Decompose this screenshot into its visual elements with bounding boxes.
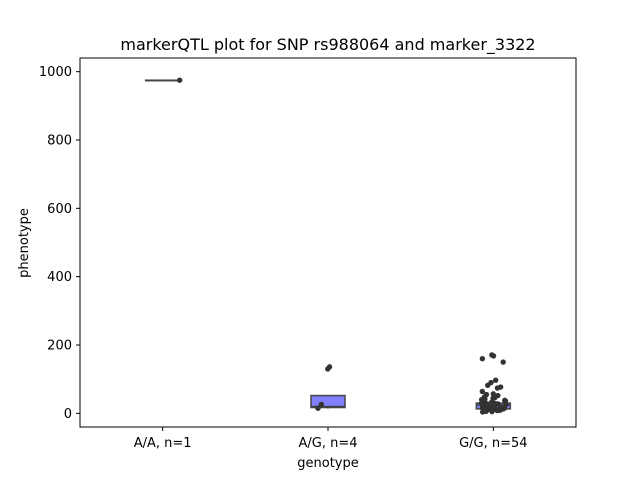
chart-title: markerQTL plot for SNP rs988064 and mark… <box>120 35 535 55</box>
y-tick-label: 600 <box>47 202 72 217</box>
strip-point <box>489 408 495 415</box>
x-tick-label: A/A, n=1 <box>134 436 192 451</box>
strip-point <box>479 388 486 395</box>
y-tick-label: 800 <box>47 134 72 149</box>
strip-point <box>318 401 325 408</box>
plot-frame <box>79 57 577 428</box>
strip-point <box>490 353 497 359</box>
strip-point <box>488 402 494 408</box>
plot-area: 0 200 400 600 800 1000 A/A, n=1 A/G, n=4 G/G, n=… <box>39 57 577 451</box>
strip-point <box>485 382 491 389</box>
box-body <box>310 394 346 409</box>
strip-point <box>500 359 506 365</box>
strip-point <box>494 385 501 391</box>
strip-point <box>326 364 333 370</box>
strip-point <box>492 377 499 383</box>
strip-point <box>479 355 486 362</box>
x-axis-title: genotype <box>297 456 358 471</box>
y-tick-label: 400 <box>47 270 72 285</box>
y-tick-label: 200 <box>47 339 72 354</box>
x-tick-label: G/G, n=54 <box>459 436 527 451</box>
strip-point <box>478 400 485 406</box>
y-axis-title: phenotype <box>17 208 32 278</box>
strip-point <box>479 409 486 415</box>
strip-point <box>315 405 321 411</box>
y-tick-label: 0 <box>64 407 72 422</box>
strip-point <box>176 77 183 83</box>
x-tick-label: A/G, n=4 <box>298 436 357 451</box>
y-tick-label: 1000 <box>39 65 72 80</box>
strip-point <box>494 407 501 414</box>
